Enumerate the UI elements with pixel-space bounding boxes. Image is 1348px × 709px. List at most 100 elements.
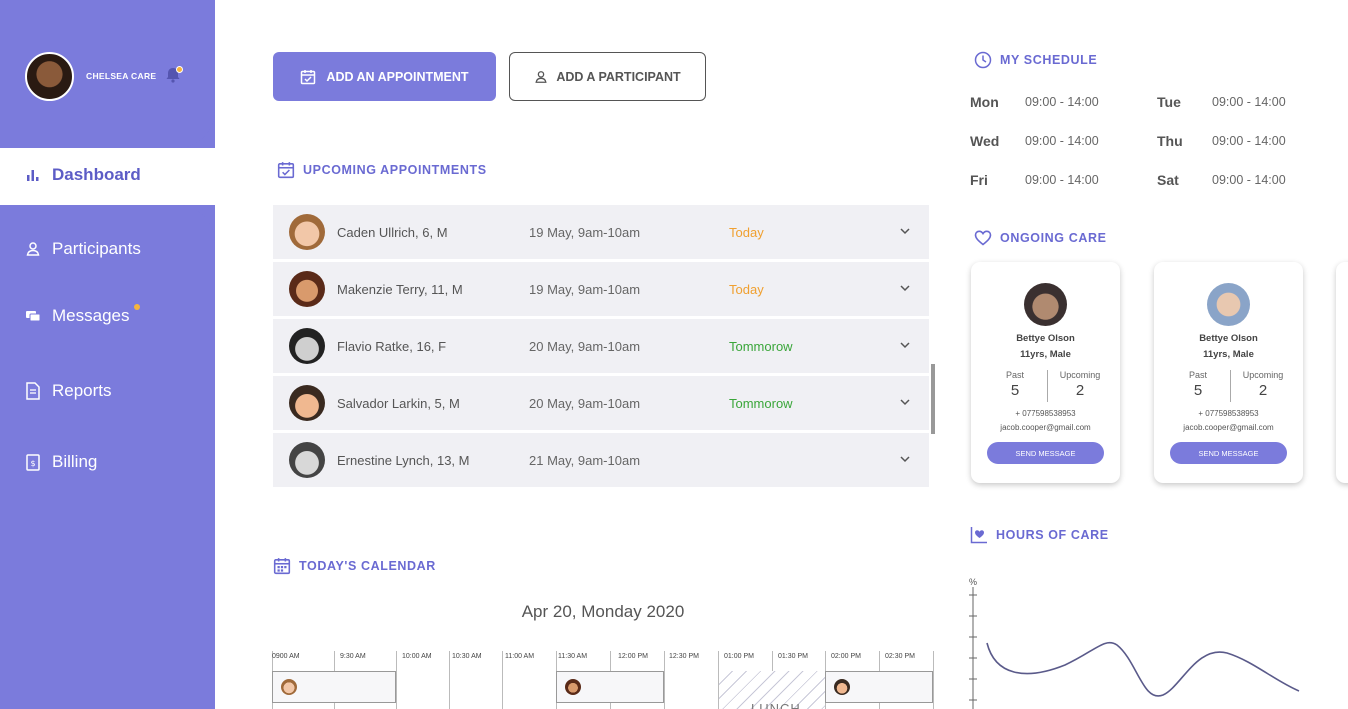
schedule-day: Wed — [970, 133, 1000, 149]
chevron-down-icon[interactable] — [899, 453, 911, 465]
time-slot-label: 12:30 PM — [669, 653, 699, 660]
section-title: HOURS OF CARE — [996, 528, 1109, 542]
sidebar-item-reports[interactable]: Reports — [0, 371, 215, 411]
sidebar-item-participants[interactable]: Participants — [0, 229, 215, 269]
appointment-date: 21 May, 9am-10am — [529, 452, 641, 468]
person-icon — [535, 70, 547, 83]
table-row[interactable]: Flavio Ratke, 16, F 20 May, 9am-10am Tom… — [273, 319, 929, 373]
appointment-date: 20 May, 9am-10am — [529, 395, 641, 411]
sidebar-item-label: Reports — [52, 381, 112, 400]
care-card[interactable] — [1336, 262, 1348, 483]
section-title: TODAY'S CALENDAR — [299, 559, 436, 573]
schedule-day: Thu — [1157, 133, 1183, 149]
sidebar-item-messages[interactable]: Messages — [0, 296, 215, 336]
billing-icon: $ — [24, 453, 42, 471]
upcoming-count: 2 — [1258, 382, 1268, 399]
sidebar-lower — [0, 205, 215, 709]
notification-dot — [134, 304, 140, 310]
section-title: MY SCHEDULE — [1000, 53, 1098, 67]
participant-name: Ernestine Lynch, 13, M — [337, 452, 470, 468]
chevron-down-icon[interactable] — [899, 282, 911, 294]
care-phone: + 077598538953 — [1015, 409, 1076, 418]
sidebar-item-label: Messages — [52, 306, 130, 325]
time-slot-label: 01:30 PM — [778, 653, 808, 660]
care-card[interactable]: Bettye Olson 11yrs, Male Past 5 Upcoming… — [971, 262, 1120, 483]
section-title: UPCOMING APPOINTMENTS — [303, 163, 487, 177]
lunch-block: LUNCH — [718, 671, 825, 709]
ongoing-care-heading: ONGOING CARE — [974, 230, 1107, 246]
sidebar-item-billing[interactable]: $ Billing — [0, 442, 215, 482]
table-row[interactable]: Salvador Larkin, 5, M 20 May, 9am-10am T… — [273, 376, 929, 430]
table-row[interactable]: Makenzie Terry, 11, M 19 May, 9am-10am T… — [273, 262, 929, 316]
todays-calendar-heading: TODAY'S CALENDAR — [273, 557, 436, 575]
appointment-date: 20 May, 9am-10am — [529, 338, 641, 354]
appointment-date: 19 May, 9am-10am — [529, 224, 641, 240]
calendar-event[interactable] — [556, 671, 664, 703]
add-participant-button[interactable]: ADD A PARTICIPANT — [509, 52, 706, 101]
participant-name: Makenzie Terry, 11, M — [337, 281, 463, 297]
care-card[interactable]: Bettye Olson 11yrs, Male Past 5 Upcoming… — [1154, 262, 1303, 483]
participant-name: Salvador Larkin, 5, M — [337, 395, 460, 411]
profile-panel: CHELSEA CARE — [0, 0, 215, 148]
add-appointment-label: ADD AN APPOINTMENT — [326, 69, 469, 84]
calendar-check-icon — [301, 69, 316, 84]
calendar-event[interactable] — [272, 671, 396, 703]
calendar-event[interactable] — [825, 671, 933, 703]
time-slot-label: 12:00 PM — [618, 653, 648, 660]
calendar-grid: 0900 AM 9:30 AM 10:00 AM 10:30 AM 11:00 … — [272, 651, 934, 709]
past-label: Past — [1188, 370, 1207, 380]
add-participant-label: ADD A PARTICIPANT — [556, 69, 681, 84]
chevron-down-icon[interactable] — [899, 396, 911, 408]
add-appointment-button[interactable]: ADD AN APPOINTMENT — [273, 52, 496, 101]
care-phone: + 077598538953 — [1198, 409, 1259, 418]
heart-icon — [974, 230, 992, 246]
avatar — [289, 442, 325, 478]
profile-name: CHELSEA CARE — [86, 71, 157, 81]
upcoming-label: Upcoming — [1059, 370, 1101, 380]
scrollbar[interactable] — [931, 364, 935, 434]
avatar — [289, 385, 325, 421]
participant-name: Flavio Ratke, 16, F — [337, 338, 447, 354]
schedule-time: 09:00 - 14:00 — [1025, 173, 1099, 187]
table-row[interactable]: Caden Ullrich, 6, M 19 May, 9am-10am Tod… — [273, 205, 929, 259]
sidebar-item-label: Dashboard — [52, 165, 141, 184]
sidebar-item-dashboard[interactable]: Dashboard — [0, 155, 215, 195]
section-title: ONGOING CARE — [1000, 231, 1107, 245]
time-slot-label: 10:30 AM — [452, 653, 482, 660]
time-slot-label: 11:30 AM — [558, 653, 588, 660]
care-participant-age: 11yrs, Male — [1020, 349, 1071, 360]
schedule-time: 09:00 - 14:00 — [1212, 134, 1286, 148]
chart-unit-label: % — [969, 577, 978, 587]
schedule-time: 09:00 - 14:00 — [1212, 95, 1286, 109]
send-message-button[interactable]: SEND MESSAGE — [1170, 442, 1287, 464]
care-email: jacob.cooper@gmail.com — [1000, 423, 1091, 432]
document-icon — [24, 382, 42, 400]
schedule-time: 09:00 - 14:00 — [1025, 134, 1099, 148]
upcoming-appointments-heading: UPCOMING APPOINTMENTS — [277, 161, 487, 179]
sidebar-item-label: Billing — [52, 452, 98, 471]
avatar — [834, 679, 850, 695]
hours-of-care-heading: HOURS OF CARE — [970, 526, 1109, 544]
schedule-time: 09:00 - 14:00 — [1212, 173, 1286, 187]
chevron-down-icon[interactable] — [899, 339, 911, 351]
avatar — [289, 271, 325, 307]
care-email: jacob.cooper@gmail.com — [1183, 423, 1274, 432]
schedule-day: Fri — [970, 172, 988, 188]
chevron-down-icon[interactable] — [899, 225, 911, 237]
schedule-day: Sat — [1157, 172, 1179, 188]
chart-heart-icon — [970, 527, 987, 544]
avatar — [289, 214, 325, 250]
send-message-button[interactable]: SEND MESSAGE — [987, 442, 1104, 464]
care-participant-name: Bettye Olson — [1016, 333, 1075, 344]
status-badge: Tommorow — [729, 395, 793, 411]
time-slot-label: 11:00 AM — [505, 653, 535, 660]
chat-icon — [24, 307, 42, 325]
table-row[interactable]: Ernestine Lynch, 13, M 21 May, 9am-10am — [273, 433, 929, 487]
status-badge: Today — [729, 281, 764, 297]
avatar — [1024, 283, 1067, 326]
avatar[interactable] — [25, 52, 74, 101]
person-icon — [24, 240, 42, 258]
care-stats: Past 5 Upcoming 2 — [1168, 370, 1289, 402]
care-participant-name: Bettye Olson — [1199, 333, 1258, 344]
upcoming-label: Upcoming — [1242, 370, 1284, 380]
